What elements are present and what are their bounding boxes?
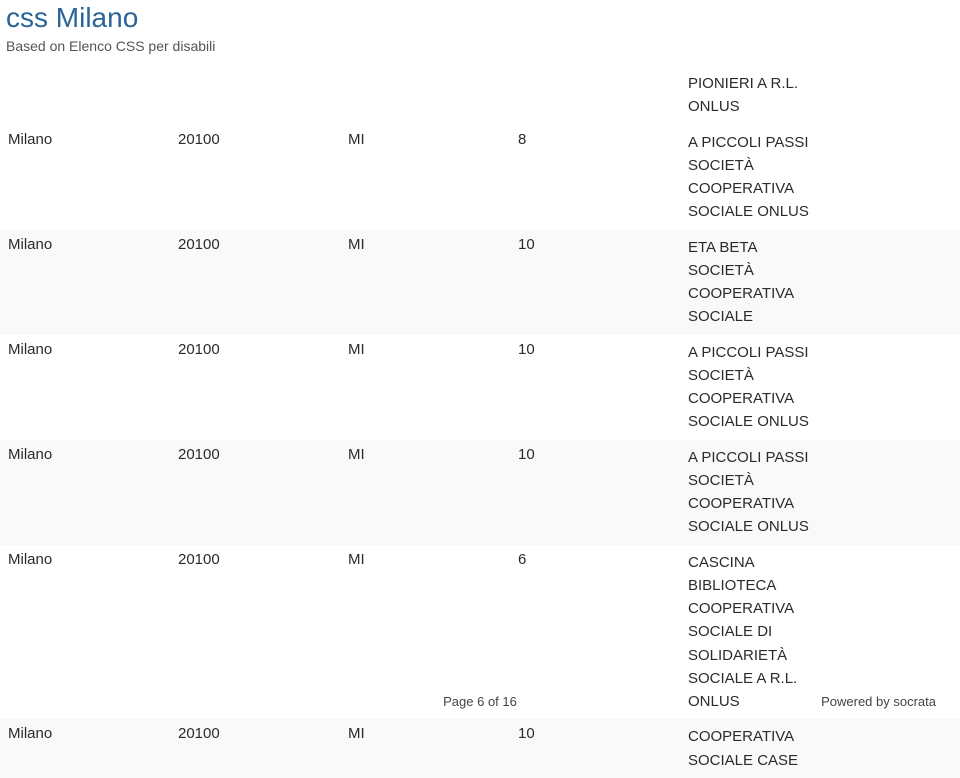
detail-line: SOLIDARIETÀ	[688, 647, 787, 664]
detail-line: SOCIALE ONLUS	[688, 413, 809, 430]
detail-line: ETA BETA	[688, 239, 757, 256]
detail-line: PIONIERI A R.L.	[688, 75, 798, 92]
page-subtitle: Based on Elenco CSS per disabili	[0, 34, 960, 66]
detail-line: SOCIALE DI	[688, 623, 772, 640]
table-row: Milano20100MI10 A PICCOLI PASSI SOCIETÀ COO…	[0, 335, 960, 440]
detail-line: CASCINA	[688, 554, 755, 571]
detail-line: SOCIETÀ	[688, 367, 754, 384]
detail-line: SOCIETÀ	[688, 472, 754, 489]
detail-line: SOCIALE	[688, 308, 753, 325]
detail-line: SOCIALE CASE	[688, 752, 798, 769]
cell-detail: COOPERATIVA SOCIALE CASE	[680, 719, 960, 778]
table-row: PIONIERI A R.L. ONLUS	[0, 66, 960, 125]
cell-city: Milano	[0, 719, 170, 778]
cell-city: Milano	[0, 440, 170, 545]
cell-prov: MI	[340, 335, 510, 440]
cell-cap: 20100	[170, 335, 340, 440]
cell-prov: MI	[340, 440, 510, 545]
detail-line: SOCIALE ONLUS	[688, 518, 809, 535]
cell-cap: 20100	[170, 440, 340, 545]
cell-city: Milano	[0, 545, 170, 720]
cell-cap: 20100	[170, 230, 340, 335]
detail-line: COOPERATIVA	[688, 390, 794, 407]
detail-line: COOPERATIVA	[688, 495, 794, 512]
cell-cap: 20100	[170, 545, 340, 720]
detail-line: COOPERATIVA	[688, 285, 794, 302]
data-table: PIONIERI A R.L.ONLUSMilano20100MI8A PICC…	[0, 66, 960, 778]
table-row: Milano20100MI10 A PICCOLI PASSI SOCIETÀ COO…	[0, 440, 960, 545]
detail-line: ONLUS	[688, 98, 740, 115]
cell-num: 6	[510, 545, 680, 720]
detail-line: SOCIETÀ	[688, 157, 754, 174]
cell-num: 8	[510, 125, 680, 230]
detail-line: SOCIETÀ	[688, 262, 754, 279]
cell-num: 10	[510, 230, 680, 335]
detail-line: BIBLIOTECA	[688, 577, 776, 594]
cell-detail: A PICCOLI PASSI SOCIETÀ COOPERATIVA SOCIALE…	[680, 125, 960, 230]
table-row: Milano20100MI10 ETA BETA SOCIETÀ COOPERATIV…	[0, 230, 960, 335]
cell-cap: 20100	[170, 719, 340, 778]
cell-detail: ETA BETA SOCIETÀ COOPERATIVA SOCIALE	[680, 230, 960, 335]
detail-line: A PICCOLI PASSI	[688, 344, 809, 361]
cell-num: 10	[510, 719, 680, 778]
cell-city: Milano	[0, 335, 170, 440]
detail-line: A PICCOLI PASSI	[688, 449, 809, 466]
table-row: Milano20100MI10 COOPERATIVA SOCIALE CASE	[0, 719, 960, 778]
cell-prov: MI	[340, 230, 510, 335]
cell-num: 10	[510, 440, 680, 545]
cell-detail: A PICCOLI PASSI SOCIETÀ COOPERATIVA SOCIALE…	[680, 440, 960, 545]
cell-city	[0, 66, 170, 125]
cell-prov: MI	[340, 125, 510, 230]
page-title: css Milano	[0, 0, 960, 34]
detail-line: SOCIALE ONLUS	[688, 203, 809, 220]
cell-prov	[340, 66, 510, 125]
detail-line: SOCIALE A R.L.	[688, 670, 797, 687]
cell-cap	[170, 66, 340, 125]
detail-line: COOPERATIVA	[688, 728, 794, 745]
detail-line: COOPERATIVA	[688, 180, 794, 197]
table-row: Milano20100MI8 A PICCOLI PASSI SOCIETÀ COOP…	[0, 125, 960, 230]
cell-num	[510, 66, 680, 125]
detail-line: A PICCOLI PASSI	[688, 134, 809, 151]
cell-city: Milano	[0, 230, 170, 335]
cell-city: Milano	[0, 125, 170, 230]
cell-cap: 20100	[170, 125, 340, 230]
detail-line: COOPERATIVA	[688, 600, 794, 617]
cell-num: 10	[510, 335, 680, 440]
cell-detail: A PICCOLI PASSI SOCIETÀ COOPERATIVA SOCIALE…	[680, 335, 960, 440]
cell-detail: PIONIERI A R.L. ONLUS	[680, 66, 960, 125]
cell-prov: MI	[340, 719, 510, 778]
